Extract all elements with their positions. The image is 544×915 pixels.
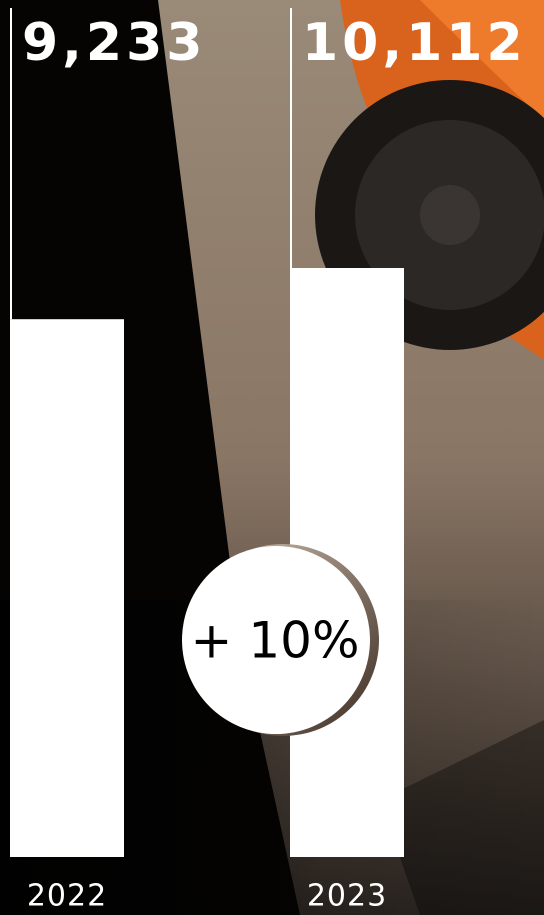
value-label: 10,112 <box>302 13 527 73</box>
x-tick-label: 2022 <box>27 879 107 914</box>
bar <box>10 319 124 857</box>
x-tick-label: 2023 <box>307 879 387 914</box>
value-label: 9,233 <box>22 13 206 73</box>
chart: + 10% 9,233 2022 10,112 2023 <box>0 0 544 915</box>
change-annotation: + 10% <box>191 612 360 670</box>
